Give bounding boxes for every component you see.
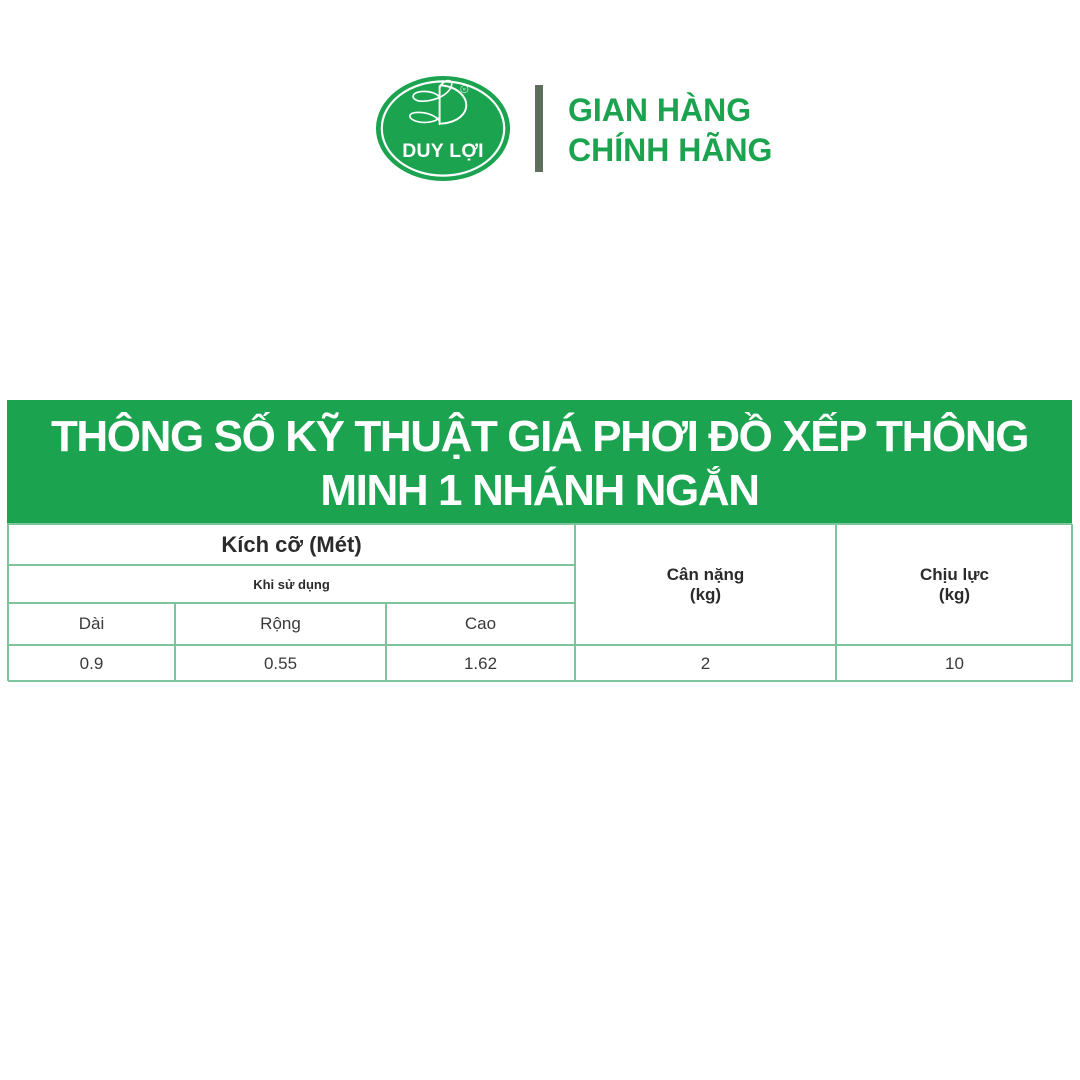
svg-text:DUY LỢI: DUY LỢI [402, 140, 484, 162]
svg-text:R: R [463, 88, 466, 92]
